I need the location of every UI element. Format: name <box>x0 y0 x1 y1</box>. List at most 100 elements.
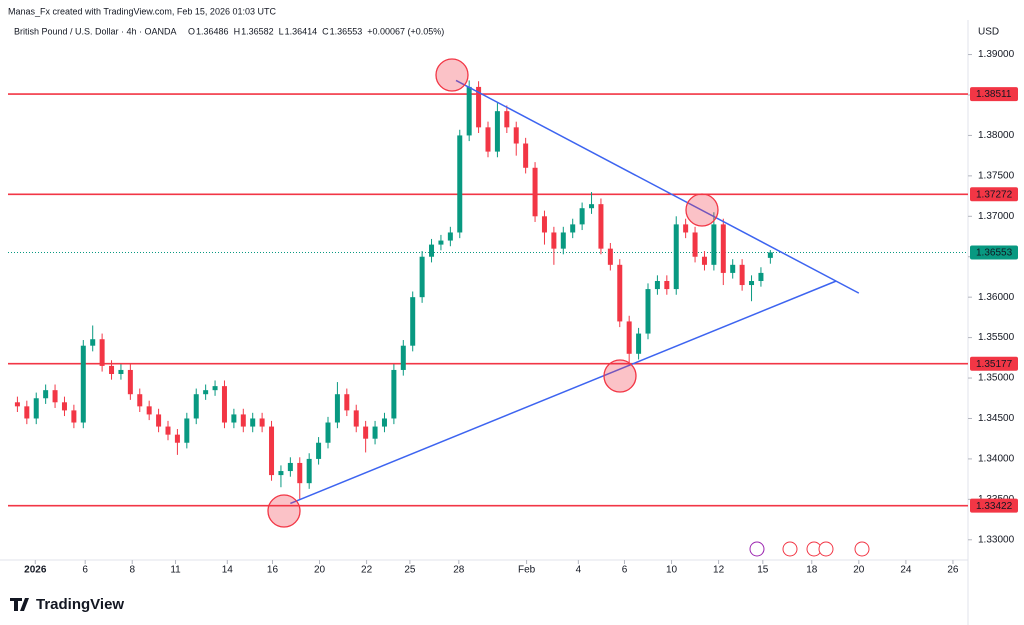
candle-body <box>353 410 359 427</box>
candle-body <box>457 135 463 233</box>
candle-body <box>250 418 256 427</box>
candle-body <box>598 204 604 249</box>
x-tick-label: 18 <box>806 565 818 576</box>
candle-body <box>654 280 660 290</box>
candle-body <box>730 264 736 273</box>
candle-body <box>184 418 190 443</box>
x-tick-label: 6 <box>622 565 628 576</box>
x-tick-label: 20 <box>314 565 326 576</box>
event-icon <box>818 541 834 557</box>
y-tick-label: 1.34000 <box>978 454 1015 465</box>
candle-body <box>749 280 755 286</box>
candle-body <box>494 111 500 152</box>
candle-body <box>410 297 416 346</box>
candle-body <box>438 240 444 245</box>
candle-body <box>589 204 595 209</box>
candle-body <box>560 232 566 249</box>
level-label-box <box>970 498 1018 513</box>
candle-body <box>109 365 115 374</box>
candle-body <box>532 167 538 217</box>
x-tick-label: 25 <box>404 565 416 576</box>
candle-body <box>127 369 133 395</box>
event-icons <box>749 541 870 557</box>
ohlc-value: 1.36553 <box>330 26 363 36</box>
candle-body <box>334 394 340 423</box>
level-label: 1.35177 <box>976 359 1013 370</box>
x-tick-label: 15 <box>757 565 769 576</box>
candle-body <box>551 232 557 249</box>
candle-body <box>240 414 246 427</box>
x-tick-label: 28 <box>453 565 465 576</box>
x-tick-label: 2026 <box>24 565 47 576</box>
candle-body <box>541 216 547 233</box>
candle-body <box>701 256 707 265</box>
candle-body <box>43 390 49 399</box>
ohlc-legend: O 1.36486 H 1.36582 L 1.36414 C 1.36553 +0.00067… <box>188 26 444 36</box>
x-tick-label: 24 <box>900 565 912 576</box>
y-tick-label: 1.38000 <box>978 130 1015 141</box>
candle-body <box>645 289 651 334</box>
y-tick-label: 1.35000 <box>978 373 1015 384</box>
candle-body <box>720 224 726 273</box>
x-tick-label: 20 <box>853 565 865 576</box>
candle-body <box>146 406 152 415</box>
candle-body <box>297 462 303 484</box>
y-tick-label: 1.33000 <box>978 534 1015 545</box>
pivot-circles <box>267 58 719 528</box>
candle-body <box>80 345 86 423</box>
pivot-circle <box>685 193 719 227</box>
candle-body <box>739 264 745 286</box>
candle-body <box>767 252 773 258</box>
candle-body <box>570 224 576 233</box>
ohlc-value: 1.36414 <box>285 26 318 36</box>
candle-body <box>711 224 717 265</box>
candle-body <box>259 418 265 427</box>
ohlc-label: O <box>188 26 195 36</box>
x-tick-label: 4 <box>576 565 582 576</box>
y-tick-label: 1.37500 <box>978 171 1015 182</box>
level-label-box <box>970 187 1018 202</box>
candle-body <box>447 232 453 241</box>
candle-body <box>287 462 293 472</box>
candle-body <box>33 398 39 419</box>
ohlc-value: 1.36582 <box>241 26 274 36</box>
level-label-box <box>970 356 1018 371</box>
candle-body <box>692 232 698 257</box>
candle-body <box>485 127 491 152</box>
x-tick-label: 14 <box>222 565 234 576</box>
currency: USD <box>978 27 999 38</box>
candle-body <box>325 422 331 443</box>
candle-body <box>579 208 585 225</box>
candle-body <box>231 414 237 423</box>
plot: 1.330001.335001.340001.345001.350001.355… <box>8 49 1018 576</box>
x-tick-label: 8 <box>129 565 135 576</box>
candle-body <box>664 280 670 290</box>
candle-body <box>758 272 764 281</box>
y-tick-label: 1.39000 <box>978 49 1015 60</box>
last-price-box <box>970 245 1018 260</box>
candle-body <box>504 111 510 128</box>
candle-body <box>203 390 209 395</box>
x-tick-label: 6 <box>82 565 88 576</box>
candle-body <box>391 369 397 419</box>
candle-body <box>372 426 378 439</box>
candle-body <box>607 248 613 265</box>
candle-body <box>52 390 58 403</box>
ohlc-value: 1.36486 <box>196 26 229 36</box>
candle-body <box>165 426 171 435</box>
candle-body <box>466 86 472 136</box>
candle-body <box>636 333 642 354</box>
candle-body <box>381 418 387 427</box>
pivot-circle <box>435 58 469 92</box>
ohlc-label: C <box>322 26 329 36</box>
level-label: 1.33422 <box>976 501 1013 512</box>
x-tick-label: Feb <box>518 565 536 576</box>
candle-body <box>513 127 519 144</box>
level-label: 1.37272 <box>976 189 1013 200</box>
event-icon <box>782 541 798 557</box>
candle-body <box>400 345 406 370</box>
candle-body <box>476 86 482 128</box>
x-tick-label: 16 <box>267 565 279 576</box>
x-tick-label: 12 <box>713 565 725 576</box>
